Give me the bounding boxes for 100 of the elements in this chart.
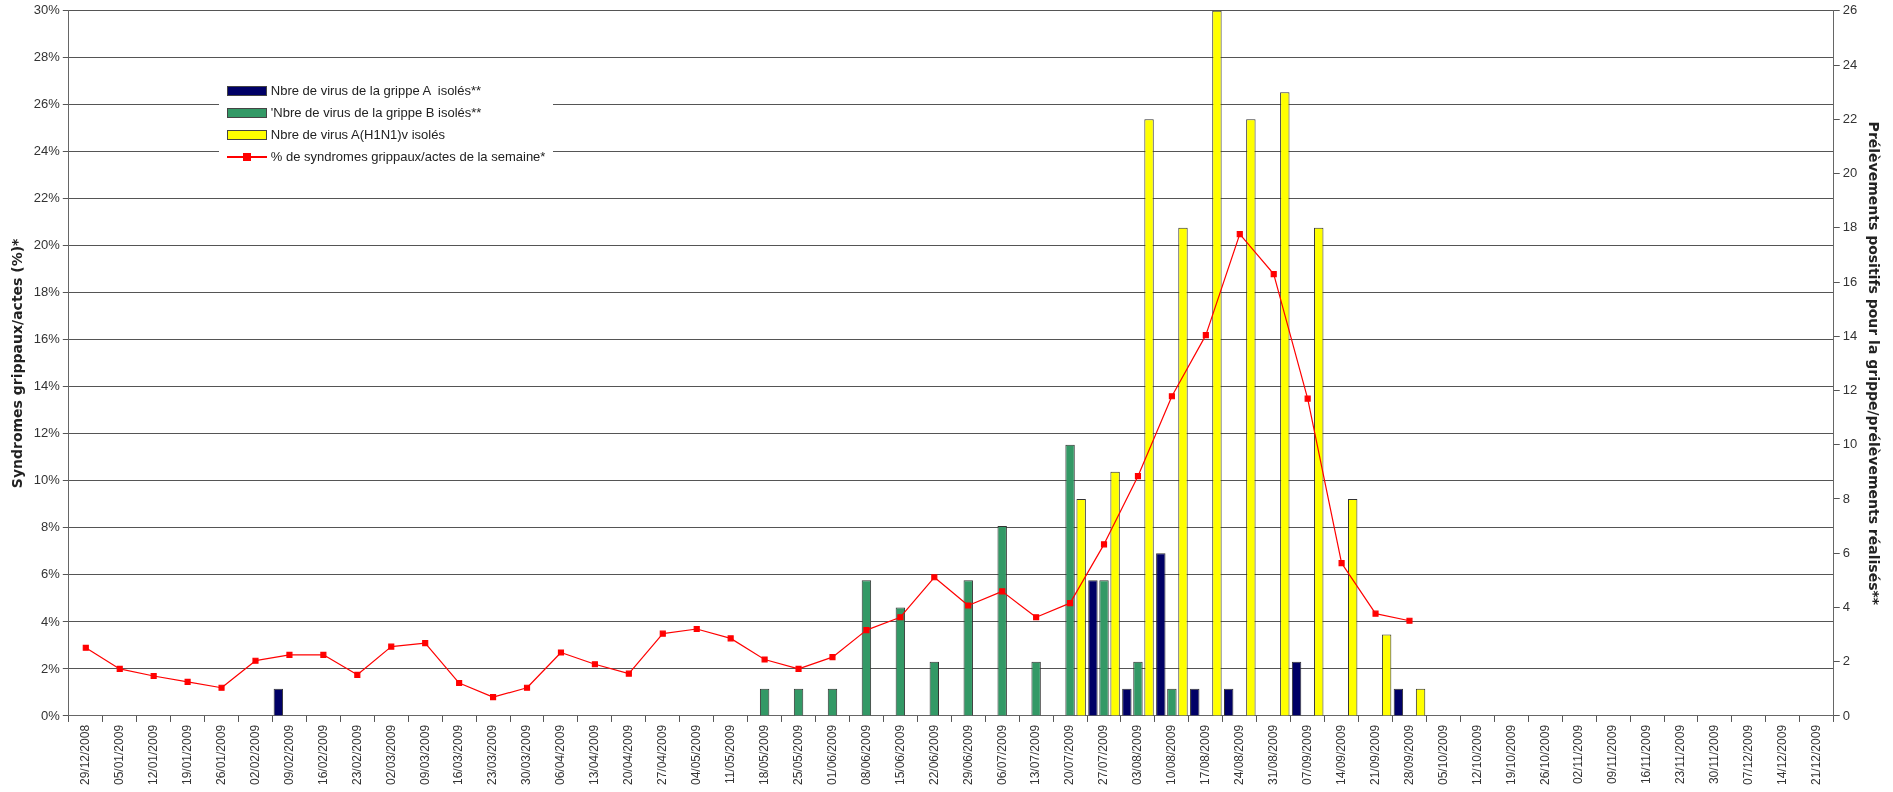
- y-tick-label: 16%: [33, 331, 61, 347]
- x-tick-label: 10/08/2009: [1164, 724, 1179, 785]
- x-tick-label: 08/06/2009: [858, 724, 873, 785]
- point: [829, 654, 836, 661]
- x-tick-label: 12/10/2009: [1469, 724, 1484, 785]
- point: [693, 625, 700, 633]
- x-tick-label: 16/02/2009: [315, 724, 330, 785]
- x-tick-label: 14/12/2009: [1775, 724, 1790, 785]
- x-tick-label: 02/03/2009: [383, 724, 398, 785]
- y-tick-label: 10%: [33, 472, 61, 488]
- x-tick-label: 02/11/2009: [1571, 724, 1586, 785]
- x-tick-label: 05/10/2009: [1435, 724, 1450, 785]
- y2-tick-label: 0: [1842, 707, 1850, 723]
- x-tick-label: 25/05/2009: [790, 724, 805, 785]
- x-tick-label: 26/01/2009: [213, 724, 228, 785]
- y-tick-label: 8%: [41, 519, 61, 535]
- point: [659, 630, 666, 637]
- x-tick-label: 09/03/2009: [417, 724, 432, 785]
- x-tick-label: 24/08/2009: [1232, 724, 1247, 785]
- x-tick-label: 20/04/2009: [621, 724, 636, 785]
- x-tick-label: 09/02/2009: [281, 724, 296, 785]
- point: [218, 684, 225, 691]
- x-tick-label: 27/07/2009: [1096, 724, 1111, 785]
- y2-tick-label: 18: [1842, 219, 1858, 235]
- y-tick-label: 18%: [33, 284, 61, 300]
- legend-label: Nbre de virus A(H1N1)v isolés: [270, 127, 445, 143]
- point: [184, 678, 191, 685]
- x-tick-label: 26/10/2009: [1537, 724, 1552, 785]
- y-tick-label: 0%: [41, 707, 61, 723]
- point: [1338, 560, 1345, 567]
- point: [1304, 395, 1311, 402]
- point: [354, 671, 361, 678]
- y-tick-label: 4%: [41, 613, 61, 629]
- x-tick-label: 13/04/2009: [587, 724, 602, 785]
- point: [625, 670, 632, 677]
- y-tick-label: 26%: [33, 96, 61, 112]
- y2-tick-label: 6: [1842, 544, 1850, 560]
- x-tick-label: 11/05/2009: [722, 724, 737, 785]
- point: [1168, 393, 1175, 400]
- x-tick-label: 29/06/2009: [960, 724, 975, 785]
- point: [795, 665, 802, 673]
- x-tick-label: 04/05/2009: [689, 724, 704, 785]
- x-tick-label: 21/12/2009: [1809, 724, 1824, 785]
- x-tick-label: 21/09/2009: [1367, 724, 1382, 785]
- x-tick-label: 30/03/2009: [519, 724, 534, 785]
- point: [320, 651, 327, 658]
- x-tick-label: 02/02/2009: [247, 724, 262, 785]
- x-tick-label: 16/03/2009: [451, 724, 466, 785]
- y2-tick-label: 24: [1842, 56, 1858, 72]
- x-tick-label: 27/04/2009: [655, 724, 670, 785]
- x-tick-label: 14/09/2009: [1333, 724, 1348, 785]
- x-tick-label: 19/10/2009: [1503, 724, 1518, 785]
- point: [897, 614, 904, 621]
- point: [422, 640, 429, 647]
- x-tick-label: 31/08/2009: [1266, 724, 1281, 785]
- legend-label: % de syndromes grippaux/actes de la semaine*: [270, 149, 546, 165]
- x-tick-label: 23/02/2009: [349, 724, 364, 785]
- point: [82, 644, 89, 651]
- y2-tick-label: 8: [1842, 490, 1850, 506]
- x-tick-label: 05/01/2009: [112, 724, 127, 785]
- point: [727, 635, 734, 642]
- y-tick-label: 2%: [41, 660, 61, 676]
- x-tick-label: 06/04/2009: [553, 724, 568, 785]
- y-tick-label: 24%: [33, 143, 61, 159]
- x-tick-label: 19/01/2009: [179, 724, 194, 785]
- point: [999, 588, 1006, 595]
- point: [1372, 610, 1379, 617]
- x-tick-label: 09/11/2009: [1605, 724, 1620, 785]
- x-tick-label: 16/11/2009: [1639, 724, 1654, 785]
- point: [150, 672, 157, 680]
- y2-tick-label: 20: [1842, 165, 1858, 181]
- y2-tick-label: 10: [1842, 436, 1858, 452]
- x-tick-label: 12/01/2009: [145, 724, 160, 785]
- point: [1202, 332, 1209, 339]
- point: [523, 684, 531, 691]
- y-axis-title: Syndromes grippaux/actes (%)*: [9, 237, 26, 489]
- legend-label: 'Nbre de virus de la grippe B isolés**: [270, 105, 482, 121]
- point: [490, 694, 497, 701]
- point: [388, 643, 395, 650]
- x-tick-label: 20/07/2009: [1062, 724, 1077, 785]
- x-tick-label: 01/06/2009: [824, 724, 839, 785]
- x-tick-label: 22/06/2009: [926, 724, 941, 785]
- x-tick-label: 23/11/2009: [1673, 724, 1688, 785]
- y-tick-label: 6%: [41, 566, 61, 582]
- point: [1100, 541, 1108, 548]
- point: [931, 574, 938, 581]
- point: [116, 665, 123, 673]
- y-tick-label: 12%: [33, 425, 61, 441]
- y2-axis-title: Prélèvements positifs pour la grippe/prélèvements réalisés**: [1865, 121, 1882, 606]
- point: [1067, 600, 1074, 607]
- point: [1033, 614, 1040, 621]
- point: [761, 656, 768, 663]
- point: [591, 661, 598, 668]
- x-tick-label: 28/09/2009: [1401, 724, 1416, 785]
- point: [965, 602, 972, 609]
- x-tick-label: 15/06/2009: [892, 724, 907, 785]
- x-tick-label: 03/08/2009: [1130, 724, 1145, 785]
- point: [863, 627, 870, 634]
- y-tick-label: 30%: [33, 2, 61, 18]
- legend-label: Nbre de virus de la grippe A isolés**: [270, 83, 482, 99]
